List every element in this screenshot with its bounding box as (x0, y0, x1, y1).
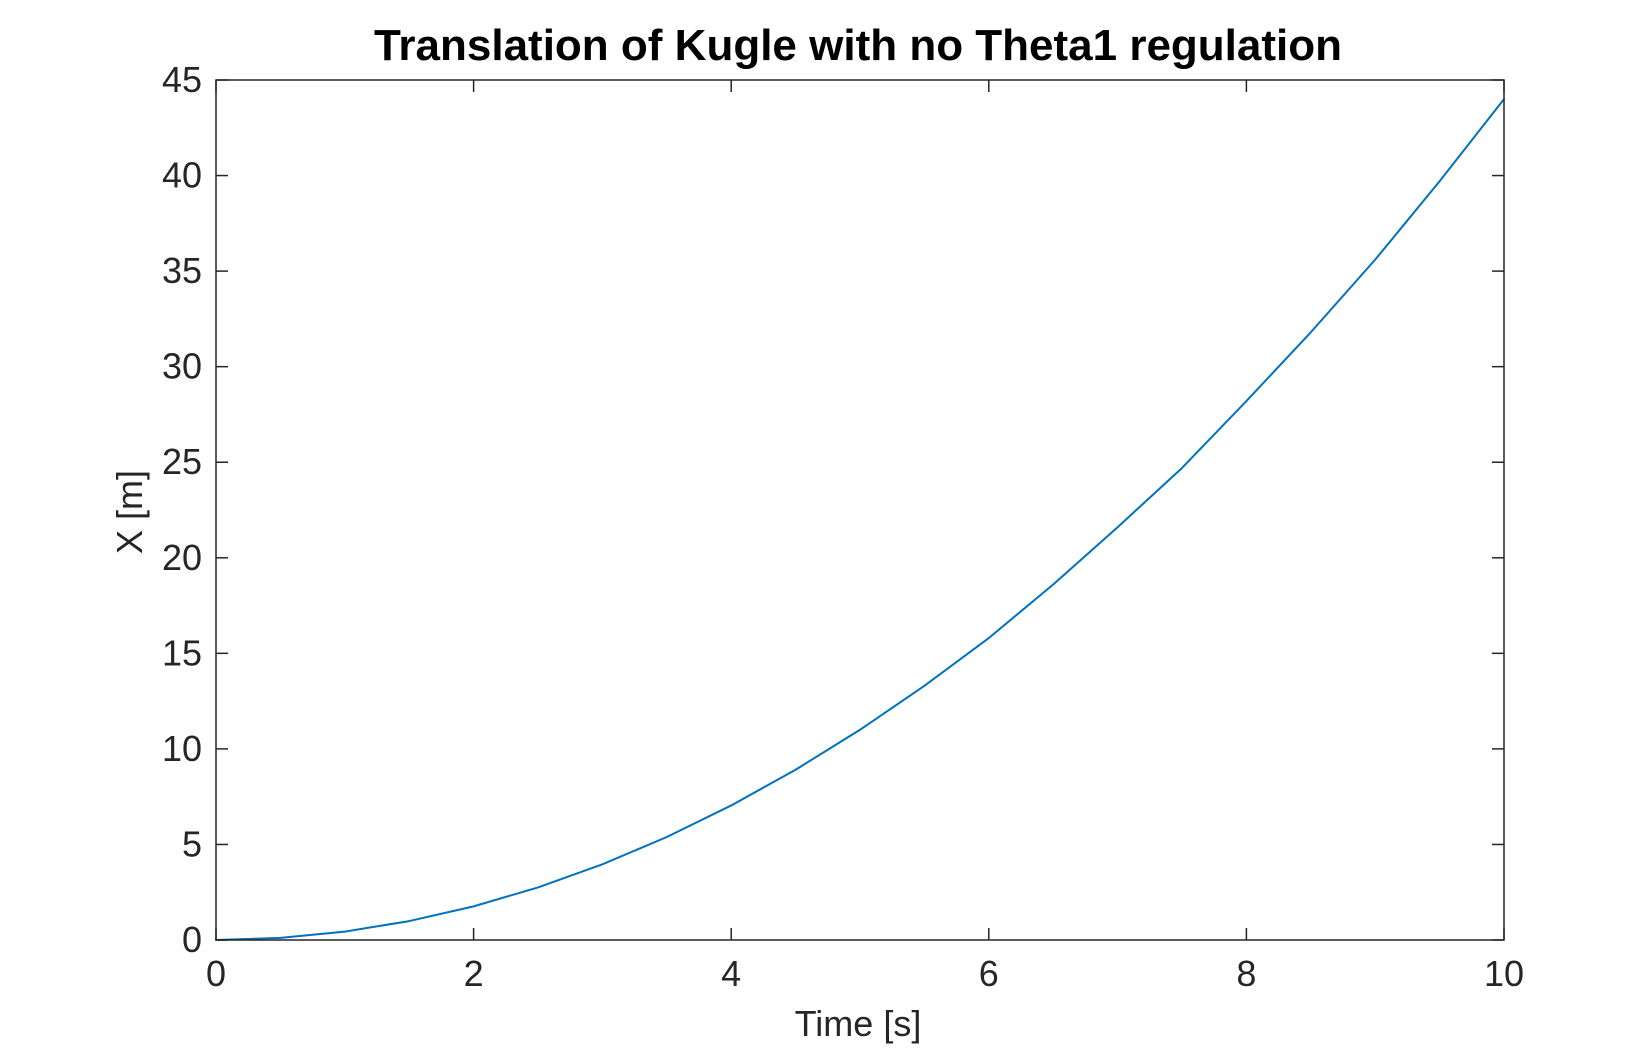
x-tick-label: 6 (979, 953, 999, 994)
axes-box (215, 79, 1505, 941)
y-tick-label: 45 (162, 59, 202, 100)
y-tick-label: 10 (162, 728, 202, 769)
x-axis-label: Time [s] (795, 1003, 922, 1044)
plot-area (216, 80, 1504, 940)
y-tick-label: 40 (162, 155, 202, 196)
x-tick-label: 0 (206, 953, 226, 994)
series-line-1 (215, 98, 1505, 941)
x-tick-label: 4 (721, 953, 741, 994)
y-tick-label: 35 (162, 250, 202, 291)
x-tick-labels: 0 2 4 6 8 10 (206, 953, 1524, 994)
y-tick-labels: 0 5 10 15 20 25 30 35 40 45 (162, 59, 202, 960)
y-tick-label: 30 (162, 346, 202, 387)
y-axis-label: X [m] (109, 470, 150, 554)
chart-title: Translation of Kugle with no Theta1 regu… (374, 21, 1342, 70)
x-tick-label: 10 (1484, 953, 1524, 994)
y-tick-label: 25 (162, 441, 202, 482)
x-tick-label: 8 (1236, 953, 1256, 994)
x-tick-label: 2 (464, 953, 484, 994)
y-tick-label: 0 (182, 919, 202, 960)
y-tick-label: 5 (182, 823, 202, 864)
series-layer (215, 98, 1505, 941)
y-tick-label: 20 (162, 537, 202, 578)
y-tick-label: 15 (162, 632, 202, 673)
axes-background (216, 80, 1504, 940)
